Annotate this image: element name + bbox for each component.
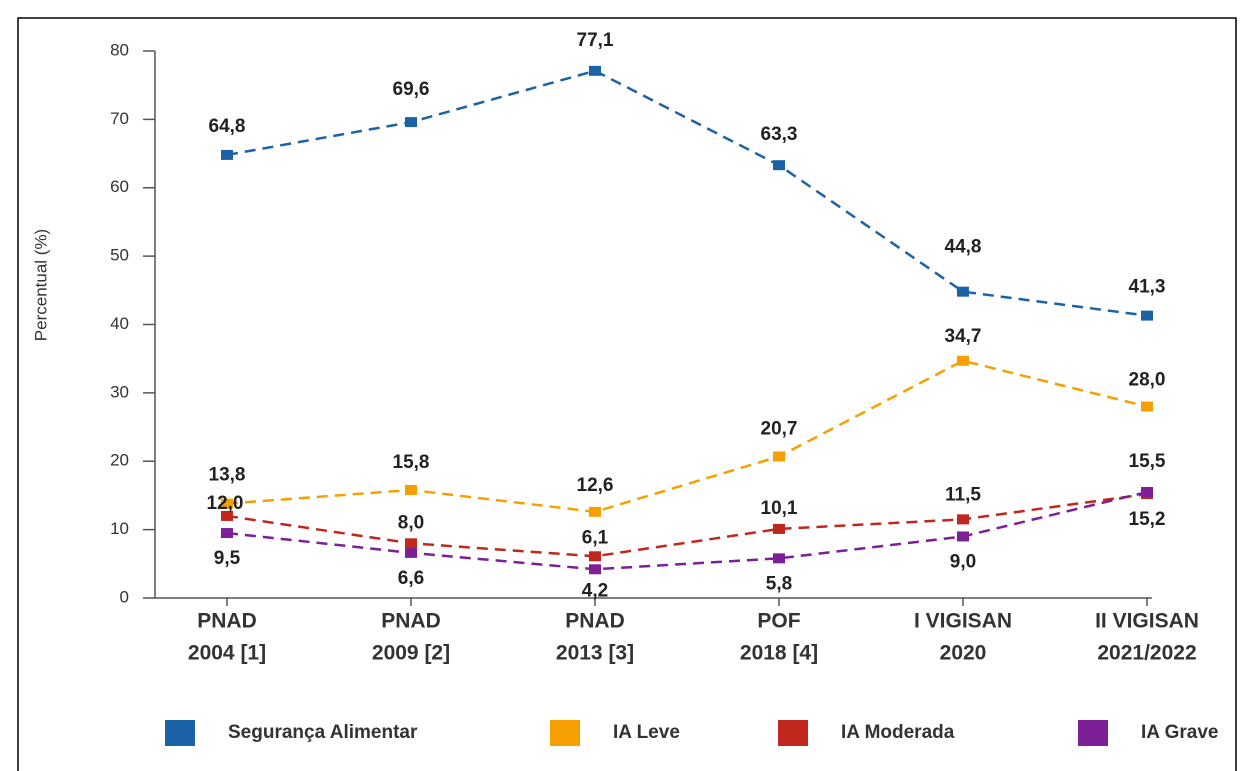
series-line xyxy=(226,359,1148,514)
value-label: 9,5 xyxy=(214,548,241,569)
y-tick-label: 50 xyxy=(110,246,129,265)
point xyxy=(1141,310,1153,321)
value-label: 15,8 xyxy=(393,452,430,473)
legend-swatch xyxy=(1078,720,1108,746)
point xyxy=(405,547,417,558)
legend-label: IA Leve xyxy=(613,722,680,743)
x-tick-label: PNAD xyxy=(565,610,625,633)
point xyxy=(221,149,233,160)
point xyxy=(773,160,785,171)
x-tick-label: 2013 [3] xyxy=(556,642,634,665)
x-tick-label: 2009 [2] xyxy=(372,642,450,665)
legend-label: IA Moderada xyxy=(841,722,955,743)
x-tick-label: 2020 xyxy=(940,642,987,665)
value-label: 63,3 xyxy=(761,124,798,145)
value-label: 9,0 xyxy=(950,551,976,572)
value-label: 13,8 xyxy=(209,465,246,486)
value-label: 5,8 xyxy=(766,573,792,594)
point xyxy=(957,355,969,366)
frame xyxy=(17,17,1237,771)
point xyxy=(957,286,969,297)
value-label: 12,6 xyxy=(577,475,614,496)
point xyxy=(405,484,417,495)
value-label: 4,2 xyxy=(582,580,608,601)
point xyxy=(405,117,417,128)
point xyxy=(773,553,785,564)
point xyxy=(589,551,601,562)
x-tick-label: 2018 [4] xyxy=(740,642,818,665)
value-label: 44,8 xyxy=(945,237,982,258)
x-tick-label: I VIGISAN xyxy=(914,610,1012,633)
legend-swatch xyxy=(778,720,808,746)
point xyxy=(1141,401,1153,412)
x-tick-label: POF xyxy=(757,610,800,633)
y-axis-label: Percentual (%) xyxy=(31,229,50,341)
legend-swatch xyxy=(165,720,195,746)
value-label: 41,3 xyxy=(1129,277,1166,298)
point xyxy=(957,531,969,542)
x-tick-label: PNAD xyxy=(381,610,441,633)
y-tick-label: 40 xyxy=(110,314,129,333)
value-label: 34,7 xyxy=(945,326,982,347)
point xyxy=(773,523,785,534)
value-label: 11,5 xyxy=(945,484,981,505)
value-label: 77,1 xyxy=(577,30,614,51)
value-label: 28,0 xyxy=(1129,370,1166,391)
value-label: 15,5 xyxy=(1129,451,1166,472)
x-tick-label: II VIGISAN xyxy=(1095,610,1199,633)
point xyxy=(773,451,785,462)
series-line xyxy=(226,69,1148,317)
point xyxy=(221,528,233,539)
point xyxy=(1141,487,1153,498)
x-tick-label: 2004 [1] xyxy=(188,642,266,665)
y-tick-label: 80 xyxy=(110,40,129,59)
value-label: 20,7 xyxy=(761,418,798,439)
value-label: 6,1 xyxy=(582,527,609,548)
y-tick-label: 30 xyxy=(110,382,129,401)
y-tick-label: 0 xyxy=(120,587,129,606)
point xyxy=(405,538,417,549)
point xyxy=(589,65,601,76)
point xyxy=(221,510,233,521)
y-tick-label: 10 xyxy=(110,519,129,538)
value-label: 15,2 xyxy=(1129,509,1166,530)
x-tick-label: 2021/2022 xyxy=(1097,642,1196,665)
y-tick-label: 20 xyxy=(110,451,129,470)
point xyxy=(957,514,969,525)
y-tick-label: 60 xyxy=(110,177,129,196)
value-label: 64,8 xyxy=(209,116,246,137)
series-line xyxy=(226,492,1148,558)
x-tick-label: PNAD xyxy=(197,610,257,633)
value-label: 10,1 xyxy=(761,498,798,519)
point xyxy=(589,564,601,575)
y-tick-label: 70 xyxy=(110,109,129,128)
legend-swatch xyxy=(550,720,580,746)
value-label: 69,6 xyxy=(393,79,430,100)
point xyxy=(221,498,233,509)
value-label: 8,0 xyxy=(398,512,424,533)
point xyxy=(589,506,601,517)
legend-label: Segurança Alimentar xyxy=(228,722,418,743)
legend-label: IA Grave xyxy=(1141,722,1218,743)
value-label: 6,6 xyxy=(398,568,424,589)
series-line xyxy=(226,490,1148,571)
value-label: 12,0 xyxy=(207,493,244,514)
